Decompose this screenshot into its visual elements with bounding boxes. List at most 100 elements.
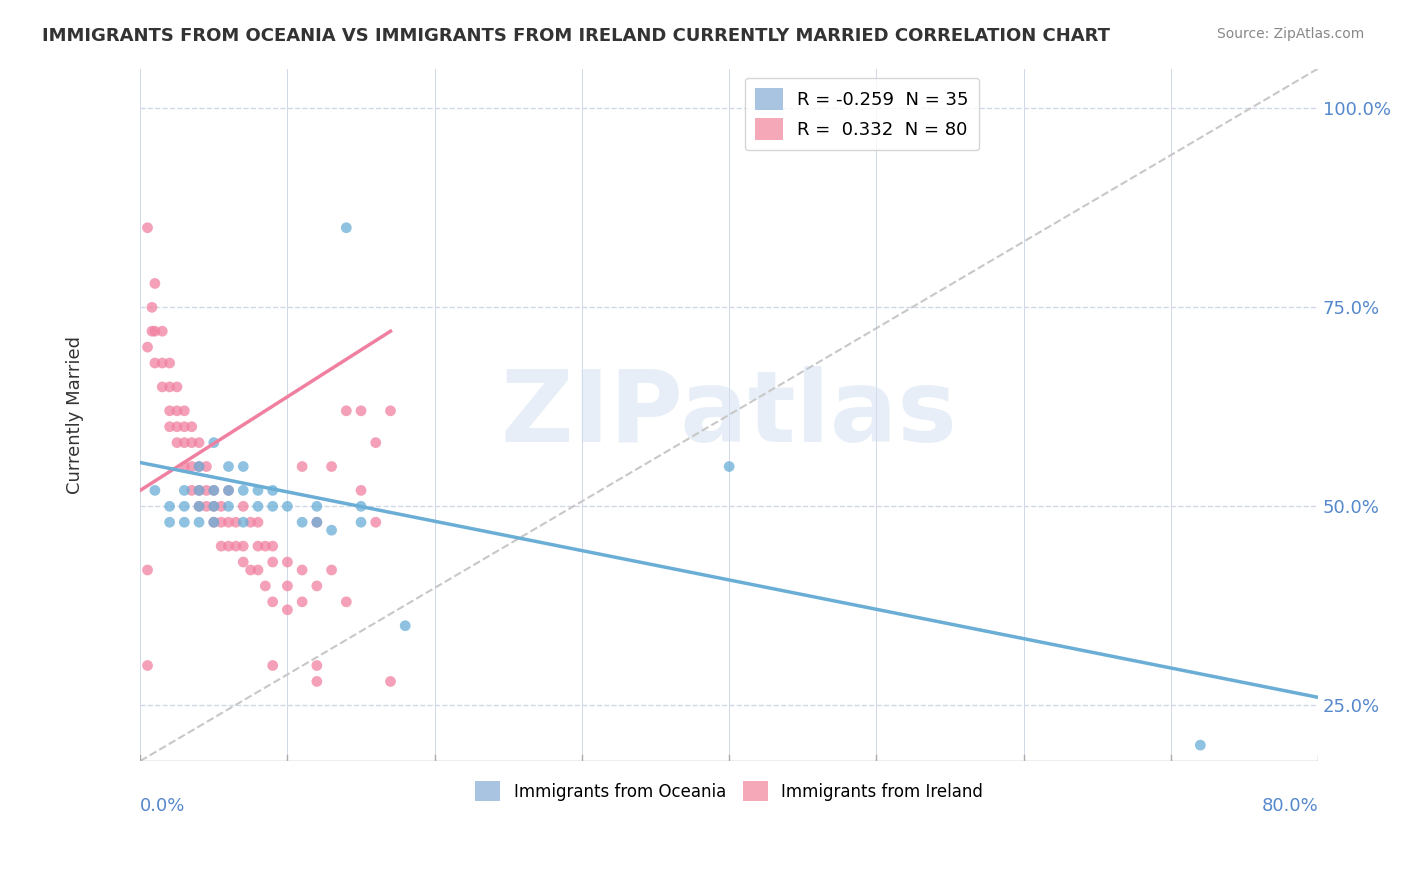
Point [159,356,181,370]
Point [180,483,202,498]
Point [159,380,181,394]
Point [188,515,211,529]
Point [166,404,188,418]
Point [218,539,240,553]
Point [232,483,254,498]
Legend: Immigrants from Oceania, Immigrants from Ireland: Immigrants from Oceania, Immigrants from… [468,774,990,808]
Point [136,340,159,354]
Point [232,500,254,514]
Point [218,515,240,529]
Point [173,419,195,434]
Point [150,380,173,394]
Point [188,500,211,514]
Point [202,483,225,498]
Point [195,500,218,514]
Point [188,483,211,498]
Point [202,515,225,529]
Point [141,301,163,315]
Point [321,459,343,474]
Text: Source: ZipAtlas.com: Source: ZipAtlas.com [1216,27,1364,41]
Point [202,435,225,450]
Point [305,515,328,529]
Point [159,500,181,514]
Point [209,539,232,553]
Point [180,435,202,450]
Point [239,563,262,577]
Point [225,539,247,553]
Point [159,419,181,434]
Point [291,595,314,609]
Point [188,500,211,514]
Point [262,555,284,569]
Point [335,220,357,235]
Point [305,579,328,593]
Point [202,515,225,529]
Point [291,563,314,577]
Text: IMMIGRANTS FROM OCEANIA VS IMMIGRANTS FROM IRELAND CURRENTLY MARRIED CORRELATION: IMMIGRANTS FROM OCEANIA VS IMMIGRANTS FR… [42,27,1111,45]
Point [335,595,357,609]
Point [380,404,402,418]
Point [188,459,211,474]
Point [150,324,173,338]
Point [209,500,232,514]
Point [262,658,284,673]
Point [276,500,298,514]
Point [305,500,328,514]
Point [173,459,195,474]
Point [291,459,314,474]
Point [188,459,211,474]
Point [350,404,373,418]
Point [394,618,416,632]
Point [143,277,166,291]
Point [159,515,181,529]
Point [166,419,188,434]
Point [380,674,402,689]
Point [246,500,269,514]
Point [232,555,254,569]
Point [202,500,225,514]
Point [262,483,284,498]
Point [1189,738,1212,752]
Point [350,515,373,529]
Point [276,555,298,569]
Point [166,435,188,450]
Point [136,220,159,235]
Point [180,419,202,434]
Point [173,435,195,450]
Point [202,500,225,514]
Point [195,459,218,474]
Point [143,324,166,338]
Point [718,459,741,474]
Point [239,515,262,529]
Point [141,324,163,338]
Point [262,595,284,609]
Point [246,539,269,553]
Point [195,483,218,498]
Point [262,539,284,553]
Text: ZIPatlas: ZIPatlas [501,367,957,463]
Point [276,579,298,593]
Point [246,515,269,529]
Point [225,515,247,529]
Point [262,500,284,514]
Point [276,603,298,617]
Point [173,515,195,529]
Point [232,459,254,474]
Point [150,356,173,370]
Point [305,674,328,689]
Point [143,356,166,370]
Point [364,435,387,450]
Point [173,500,195,514]
Point [188,435,211,450]
Point [143,483,166,498]
Point [254,579,277,593]
Point [364,515,387,529]
Point [232,515,254,529]
Point [136,563,159,577]
Point [254,539,277,553]
Point [335,404,357,418]
Point [202,483,225,498]
Text: 0.0%: 0.0% [141,797,186,815]
Point [209,515,232,529]
Point [232,539,254,553]
